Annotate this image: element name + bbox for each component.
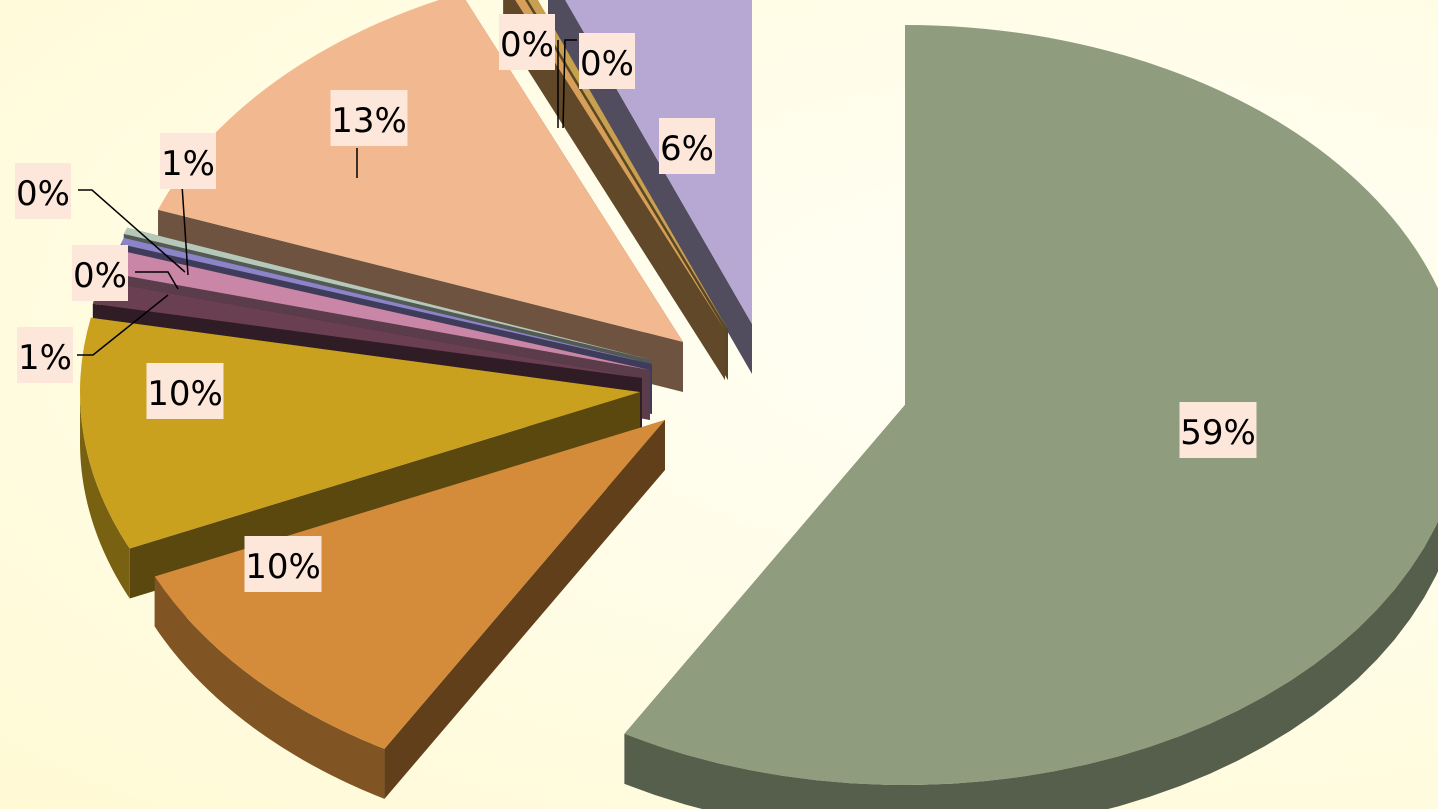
data-label-text: 1% xyxy=(161,144,215,184)
pie-slice-side xyxy=(548,0,752,374)
data-label-1: 10% xyxy=(244,536,322,592)
data-label-5: 0% xyxy=(72,245,128,301)
data-label-box xyxy=(17,327,73,383)
pie-slice-rim xyxy=(80,388,130,599)
pie-slice-0 xyxy=(624,25,1438,809)
data-label-3: 1% xyxy=(17,327,73,383)
data-label-box xyxy=(15,163,71,219)
data-label-box xyxy=(1179,402,1257,458)
pie-slice-side xyxy=(512,0,725,380)
data-labels: 59% 10% 10% 1% 1% 0% 0% 13% 0% 0% 6% xyxy=(15,14,1257,592)
data-label-6: 0% xyxy=(15,163,71,219)
data-label-box xyxy=(146,363,224,419)
pie-slice-rim xyxy=(624,521,1438,809)
data-label-box xyxy=(499,14,555,70)
data-label-box xyxy=(579,33,635,89)
data-label-text: 0% xyxy=(16,174,70,214)
data-label-2: 10% xyxy=(146,363,224,419)
data-label-7: 13% xyxy=(330,90,408,146)
data-label-0: 59% xyxy=(1179,402,1257,458)
pie-slice-top xyxy=(108,250,650,370)
data-label-box xyxy=(330,90,408,146)
pie-slice-top xyxy=(565,0,752,324)
data-label-text: 6% xyxy=(660,129,714,169)
data-label-9: 0% xyxy=(579,33,635,89)
data-label-text: 10% xyxy=(245,547,321,587)
data-label-box xyxy=(72,245,128,301)
pie-slice-10 xyxy=(548,0,752,374)
data-label-4: 1% xyxy=(160,133,216,189)
pie-slice-top xyxy=(154,420,665,749)
data-label-text: 13% xyxy=(331,101,407,141)
data-label-text: 10% xyxy=(147,374,223,414)
pie-slice-side xyxy=(384,420,665,799)
leader-line-5 xyxy=(135,271,179,290)
data-label-text: 0% xyxy=(73,256,127,296)
pie-slice-top xyxy=(624,25,1438,785)
data-label-10: 6% xyxy=(659,118,715,174)
data-label-text: 1% xyxy=(18,338,72,378)
pie-slice-top xyxy=(123,227,653,360)
data-label-box xyxy=(659,118,715,174)
leader-line-6 xyxy=(78,189,186,273)
pie-slice-top xyxy=(158,0,683,342)
data-label-box xyxy=(244,536,322,592)
data-label-8: 0% xyxy=(499,14,555,70)
leader-line-9 xyxy=(562,39,577,129)
data-label-text: 0% xyxy=(580,44,634,84)
data-label-box xyxy=(160,133,216,189)
leader-line-3 xyxy=(77,294,169,356)
data-label-text: 59% xyxy=(1180,413,1256,453)
pie-slice-top xyxy=(528,0,728,330)
pie-slice-top xyxy=(120,237,653,364)
data-label-text: 0% xyxy=(500,25,554,65)
pie-slice-top xyxy=(92,280,643,378)
pie-slice-rim xyxy=(154,576,385,799)
pie-slice-top xyxy=(515,0,725,330)
